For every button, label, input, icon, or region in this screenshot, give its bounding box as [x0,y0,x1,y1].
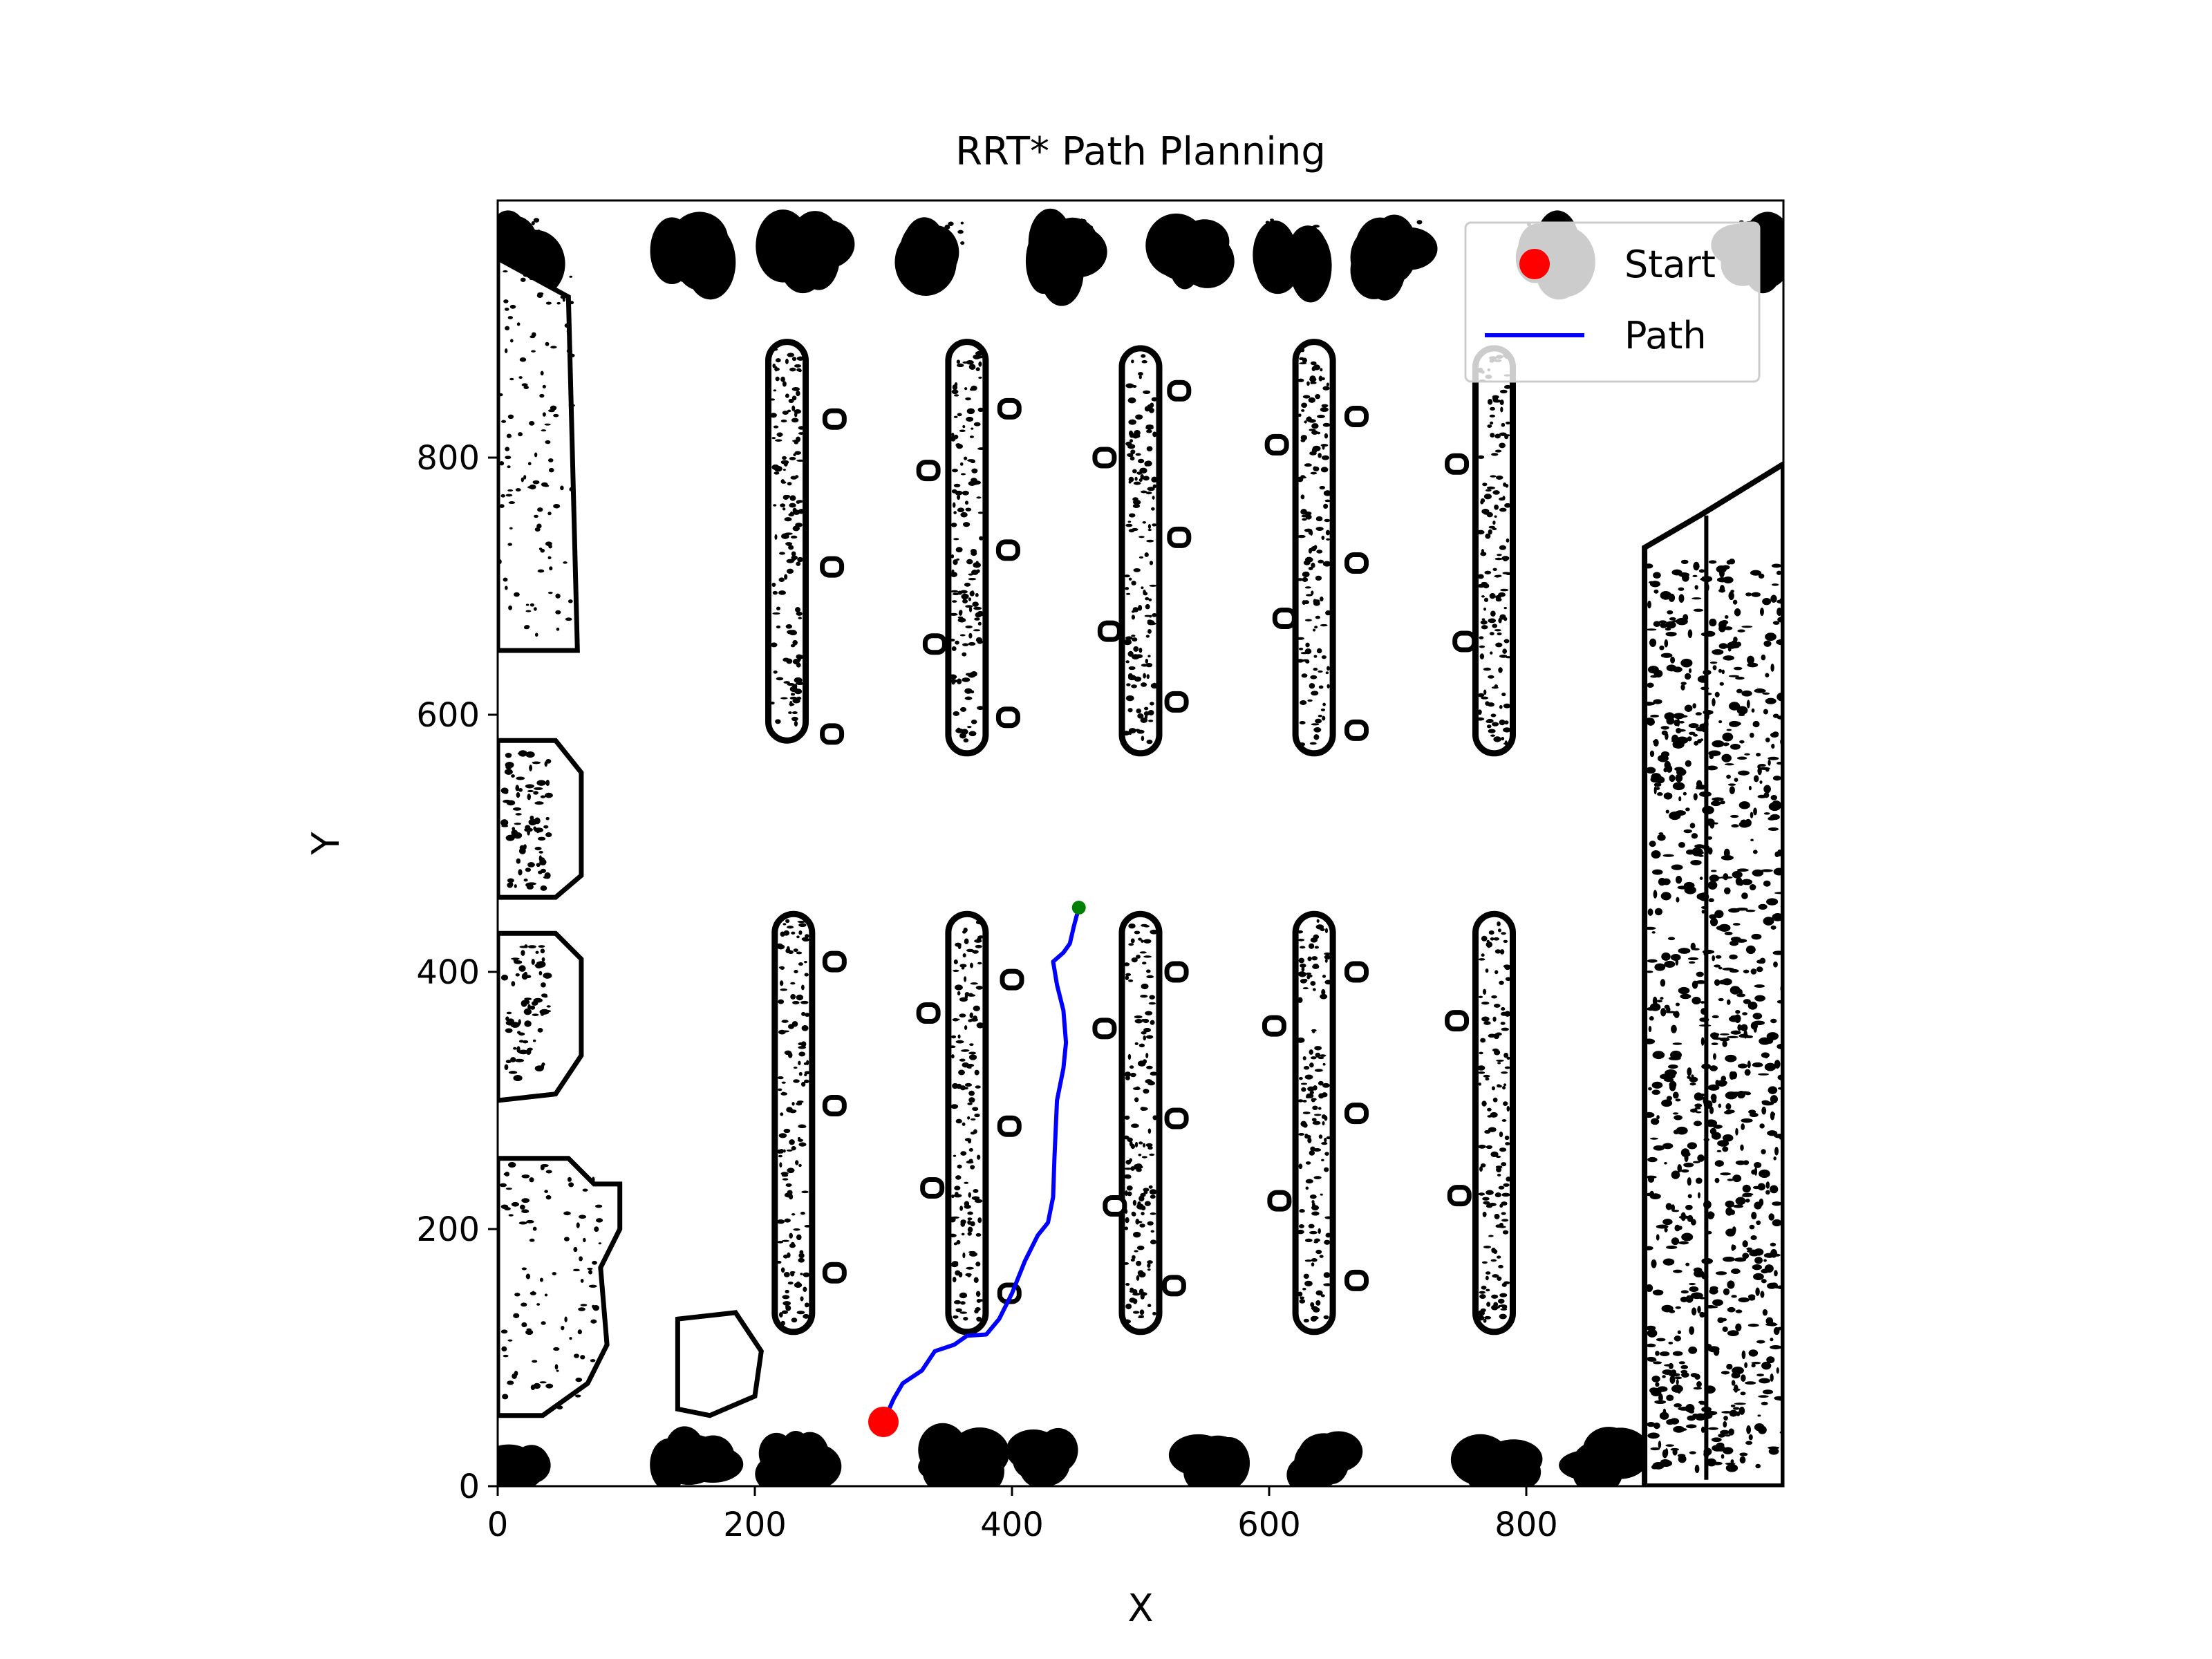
legend-start-marker [1519,249,1550,279]
y-axis-ticks: 0 200 400 600 800 [416,439,498,1506]
y-tick-label: 800 [416,439,480,478]
start-marker [868,1407,899,1437]
y-tick-label: 0 [458,1468,480,1506]
x-tick-label: 600 [1237,1506,1301,1544]
tree-row-obstacle [1472,910,1516,1335]
y-axis-label: Y [304,832,348,856]
right-building-obstacle [1642,460,1783,1486]
x-axis-ticks: 0 200 400 600 800 [487,1486,1558,1544]
goal-marker [1071,901,1086,915]
tree-row-obstacle [771,910,816,1335]
legend: Start Path [1464,221,1761,383]
x-tick-label: 800 [1494,1506,1558,1544]
x-axis-label: X [1128,1586,1154,1630]
x-tick-label: 400 [980,1506,1044,1544]
tree-row-obstacle [1292,339,1336,757]
y-tick-label: 600 [416,696,480,735]
plot-frame [496,199,1785,1488]
tree-row-obstacle [1118,910,1163,1335]
legend-label-start: Start [1624,243,1716,286]
tree-row-obstacle [765,339,809,744]
tree-row-obstacle [945,910,989,1335]
y-tick-label: 200 [416,1210,480,1249]
x-tick-label: 200 [723,1506,787,1544]
tree-row-obstacle [1292,910,1336,1335]
tree-row-obstacle [1472,345,1516,757]
occupancy-map [498,208,1783,1486]
chart-title: RRT* Path Planning [955,129,1326,174]
tree-row-obstacle [1118,345,1163,757]
data-layer [868,901,1086,1437]
y-tick-label: 400 [416,953,480,992]
x-tick-label: 0 [487,1506,509,1544]
path-line [881,907,1081,1423]
legend-label-path: Path [1624,314,1707,357]
parked-car-obstacles [820,379,1477,1304]
tree-row-obstacle [945,339,989,757]
left-structure-obstacles [498,255,764,1418]
